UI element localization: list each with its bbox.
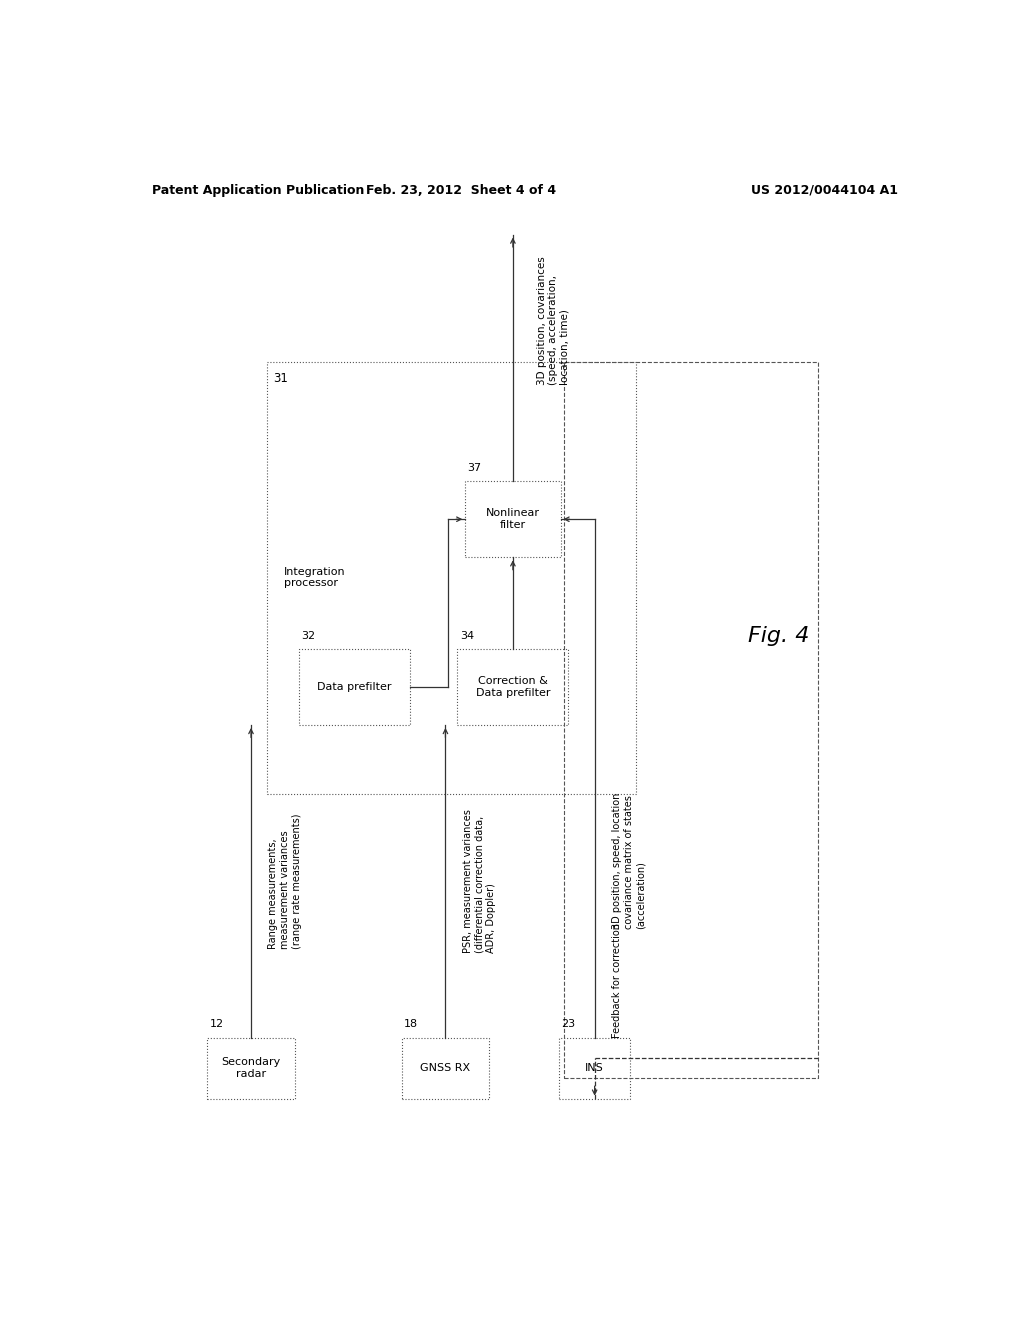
Text: PSR, measurement variances
(differential correction data,
ADR, Doppler): PSR, measurement variances (differential… [463, 809, 496, 953]
Text: 31: 31 [273, 372, 288, 385]
Text: Nonlinear
filter: Nonlinear filter [486, 508, 540, 531]
Text: Patent Application Publication: Patent Application Publication [152, 183, 365, 197]
Text: Integration
processor: Integration processor [285, 566, 346, 589]
Text: 34: 34 [460, 631, 474, 640]
Text: 32: 32 [301, 631, 315, 640]
Text: Fig. 4: Fig. 4 [749, 626, 809, 645]
Bar [207, 1038, 295, 1098]
Bar [267, 362, 636, 793]
Text: 23: 23 [561, 1019, 575, 1030]
Text: Data prefilter: Data prefilter [316, 682, 391, 692]
Text: Feedback for correction: Feedback for correction [612, 923, 623, 1038]
Bar [564, 362, 818, 1078]
Text: Correction &
Data prefilter: Correction & Data prefilter [475, 676, 550, 698]
Text: 37: 37 [468, 463, 481, 473]
Text: Feb. 23, 2012  Sheet 4 of 4: Feb. 23, 2012 Sheet 4 of 4 [367, 183, 556, 197]
Bar [465, 480, 560, 557]
Text: 18: 18 [404, 1019, 418, 1030]
Text: US 2012/0044104 A1: US 2012/0044104 A1 [751, 183, 898, 197]
Text: Range measurements,
measurement variances
(range rate measurements): Range measurements, measurement variance… [268, 813, 302, 949]
Bar [299, 649, 410, 725]
Text: INS: INS [586, 1063, 604, 1073]
Bar [559, 1038, 631, 1098]
Text: Secondary
radar: Secondary radar [221, 1057, 281, 1078]
Bar [401, 1038, 489, 1098]
Text: 12: 12 [210, 1019, 224, 1030]
Text: 3D position, covariances
(speed, acceleration,
location, time): 3D position, covariances (speed, acceler… [537, 256, 570, 385]
Text: 3D position, speed, location
covariance matrix of states
(acceleration): 3D position, speed, location covariance … [612, 793, 645, 929]
Bar [458, 649, 568, 725]
Text: GNSS RX: GNSS RX [421, 1063, 470, 1073]
